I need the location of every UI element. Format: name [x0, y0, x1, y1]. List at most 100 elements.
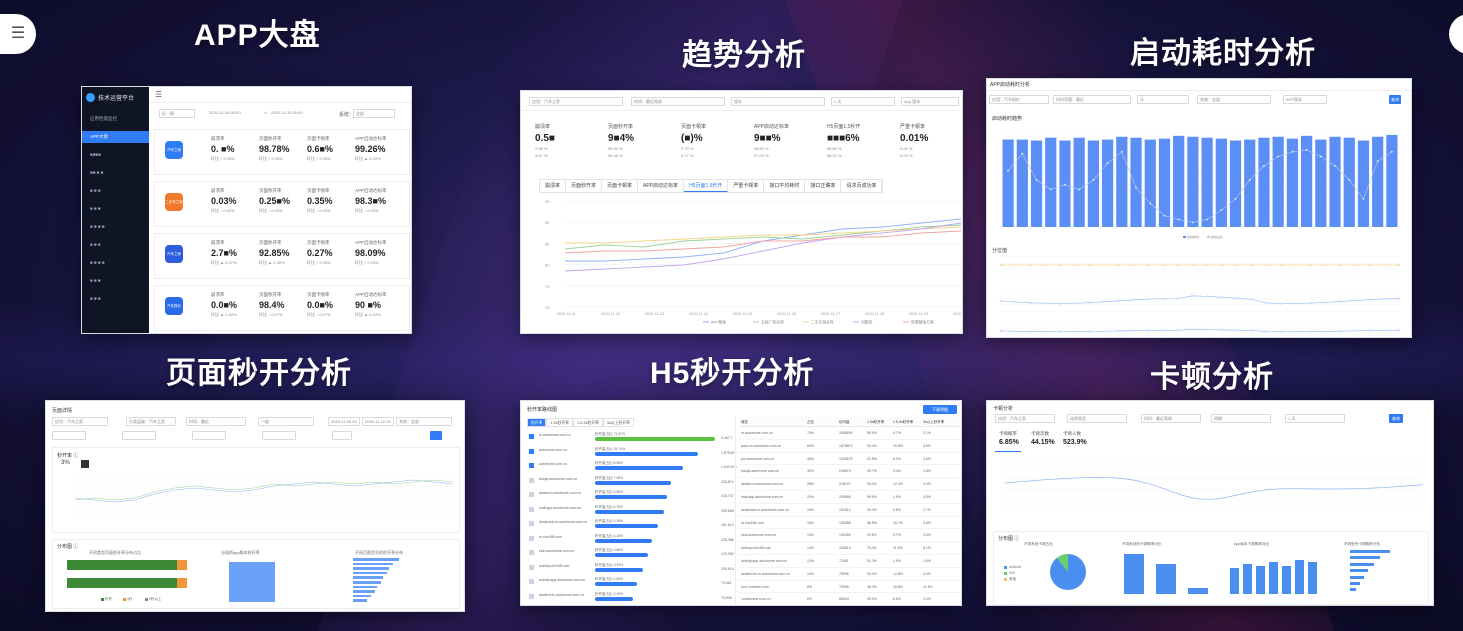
sidebar-item[interactable]: ■ ■ ■ ■ — [90, 224, 105, 229]
range-select[interactable]: 近一周 — [159, 109, 195, 118]
table-row[interactable]: activity.app.autohome.com.cn 12% 73461 91.3… — [739, 555, 961, 568]
column-header[interactable]: 1.5-3s秒开率 — [893, 420, 914, 424]
filter-select[interactable]: 时间范围：最近 — [1053, 95, 1131, 104]
metric-tab[interactable]: 请求页成功率 — [841, 180, 883, 192]
filter-select[interactable]: 应用：汽车之家 — [529, 97, 623, 106]
table-row[interactable]: pano.m.autohome.com.cn 60% 1878872 92.4% 10.… — [739, 440, 961, 453]
table-row[interactable]: dealer.b2c.m.autohome.com.cn 10% 75906 92.0… — [739, 568, 961, 581]
table-row[interactable]: dealer.m.autohome.com.cn 28% 218747 90.2% 12… — [739, 478, 961, 491]
query-button[interactable] — [430, 431, 442, 440]
app-dashboard-panel: 技术运营平台 应用性能监控 APP大盘 ■■■■ ■■ ■ ■ ■ ■ ■ ■ ■ ■ ■ … — [81, 86, 412, 334]
filter-select[interactable]: 应用：汽车报价 — [989, 95, 1049, 104]
filter-select[interactable]: 版本 — [731, 97, 825, 106]
table-row[interactable]: w.cx.mecehe.com 8% 76395 96.3% 10.8% 11.6% — [739, 581, 961, 594]
table-row[interactable]: activity.che168.com 14% 105619 76.4% 11.4% 6.… — [739, 542, 961, 555]
metric-tab[interactable]: 严重卡顿率 — [728, 180, 765, 192]
sidebar-item[interactable]: ■■ ■ ■ — [90, 170, 104, 175]
collapse-icon[interactable]: ☰ — [155, 90, 163, 99]
sidebar-item[interactable]: ■ ■ ■ — [90, 278, 101, 283]
metric-tab[interactable]: 接口平均耗时 — [764, 180, 806, 192]
download-button[interactable]: 下载明细 — [923, 405, 957, 414]
table-row[interactable]: m.che168.com 16% 128388 88.5% 10.7% 3.8% — [739, 517, 961, 530]
sidebar-item[interactable]: 应用性能监控 — [90, 116, 117, 121]
filter-select[interactable]: APP版本 — [1283, 95, 1327, 104]
table-row[interactable]: club.autohome.com.cn 15% 120350 92.8% 5.7% 3.… — [739, 529, 961, 543]
filter-select-secondary[interactable] — [52, 431, 86, 440]
metric-tab[interactable]: APP启动达标率 — [638, 180, 685, 192]
kpi-block[interactable]: 卡顿次数 44.15% — [1031, 431, 1055, 446]
end-date[interactable]: 2020-10-15 00:00 — [269, 109, 325, 118]
column-header[interactable]: 3s以上秒开率 — [923, 420, 945, 424]
table-row[interactable]: i.autohome.com.cn 6% 68304 95.0% 8.6% 2.0% — [739, 593, 961, 605]
model-bar — [353, 567, 389, 570]
menu-button[interactable]: ☰ — [0, 14, 36, 54]
sidebar-item[interactable]: ■ ■ ■ — [90, 296, 101, 301]
metric-tab[interactable]: 页面卡顿率 — [602, 180, 639, 192]
kpi-block[interactable]: 卡顿人数 523.9% — [1063, 431, 1087, 446]
filter-select[interactable]: 2020-11-06 00 — [328, 417, 360, 426]
table-cell: 105619 — [839, 546, 851, 551]
metric-tab[interactable]: 页面秒开率 — [566, 180, 603, 192]
metric-tab[interactable]: H5页面1.5秒开 — [684, 180, 729, 192]
bar — [1030, 140, 1043, 227]
app-card[interactable]: 汽车之家 崩溃率 2.7■% 环比 ▲ 0.37% 页面秒开率 92.85% 环比 ▲ 0.… — [154, 233, 410, 279]
open-rate-tab[interactable]: 1.5s秒开率 — [546, 418, 573, 427]
table-row[interactable]: baojia.autohome.com.cn 30% 226874 95.7% 3.4%… — [739, 465, 961, 479]
column-header[interactable]: 1.5s秒开率 — [867, 420, 885, 424]
filter-select[interactable]: 1 天 — [831, 97, 895, 106]
filter-select-secondary[interactable] — [262, 431, 296, 440]
sidebar-item[interactable]: ■ ■ ■ — [90, 242, 101, 247]
open-count: 105,619 — [721, 566, 734, 571]
sidebar-item[interactable]: ■■■■ — [90, 152, 101, 157]
metric-tab[interactable]: 崩溃率 — [540, 180, 567, 192]
sidebar-item[interactable]: ■ ■ ■ — [90, 206, 101, 211]
filter-select[interactable]: 应用：汽车之家 — [995, 414, 1055, 423]
filter-select[interactable]: 一级 — [258, 417, 314, 426]
open-rate-tab[interactable]: 秒开率 — [527, 418, 547, 427]
sidebar-item[interactable]: ■ ■ ■ ■ — [90, 260, 105, 265]
column-header[interactable]: 访问量 — [839, 420, 850, 424]
sidebar-item[interactable]: APP大盘 — [82, 131, 149, 143]
side-handle[interactable] — [1449, 14, 1463, 54]
table-row[interactable]: dealeradv.m.autohome.com.cn 18% 151812 90.3… — [739, 504, 961, 517]
metric-tab[interactable]: 接口正确率 — [805, 180, 842, 192]
filter-select[interactable]: 系统：全部 — [396, 417, 452, 426]
filter-select[interactable]: 周期 — [1211, 414, 1271, 423]
filter-select[interactable]: 应用：汽车之家 — [52, 417, 108, 426]
kpi-value: 98.3■% — [355, 196, 386, 206]
filter-select[interactable]: 1 天 — [1285, 414, 1345, 423]
app-card[interactable]: 二手车之家 崩溃率 0.03% 环比 ↑ 0.42% 页面秒开率 0.25■% 环比 ↑ 0… — [154, 181, 410, 227]
filter-select[interactable]: 天 — [1137, 95, 1189, 104]
bar-label: 秒开量占比 3.33% — [595, 562, 624, 567]
app-card[interactable]: 汽车报价 崩溃率 0.0■% 环比 ▲ 0.30% 页面秒开率 98.4% 环比 ↑ 0.0… — [154, 285, 410, 331]
query-button[interactable]: 查询 — [1389, 95, 1401, 104]
filter-select-secondary[interactable] — [122, 431, 156, 440]
filter-select[interactable]: 分类层级：汽车之家 — [126, 417, 176, 426]
filter-select[interactable]: 系统：全部 — [1197, 95, 1271, 104]
open-rate-tab[interactable]: 1.5-3s秒开率 — [572, 418, 603, 427]
column-header[interactable]: 占比 — [807, 420, 814, 424]
app-card[interactable]: 汽车之家 崩溃率 0. ■% 环比 ↑ 0.00% 页面秒开率 98.78% 环比 ↑ 0.… — [154, 129, 410, 175]
table-cell: pic.autohome.com.cn — [741, 456, 775, 461]
kpi-compare: 环比 ↑ 0.07% — [259, 312, 283, 317]
filter-select[interactable]: 时间：最近两周 — [1141, 414, 1201, 423]
filter-select-secondary[interactable] — [192, 431, 226, 440]
open-rate-tab[interactable]: 3s以上秒开率 — [602, 418, 634, 427]
filter-select[interactable]: 选择类型 — [1067, 414, 1127, 423]
kpi-block[interactable]: 卡顿概率 6.85% — [999, 431, 1019, 446]
filter-select-secondary[interactable] — [332, 431, 352, 440]
sidebar-item[interactable]: ■ ■ ■ — [90, 188, 101, 193]
query-button[interactable]: 查询 — [1389, 414, 1403, 423]
column-header[interactable]: 域名 — [741, 420, 748, 424]
filter-select[interactable]: App 版本 — [901, 97, 959, 106]
kpi-label: 崩溃率 — [211, 240, 225, 245]
table-row[interactable]: m.autohome.com.cn 70% 3468849 85.9% 5.7% 3.1% — [739, 427, 961, 440]
filter-select[interactable]: 时间：最近两周 — [631, 97, 725, 106]
filter-select[interactable]: 时间：最近 — [186, 417, 246, 426]
system-select[interactable]: 全部 — [353, 109, 395, 118]
page-open-panel: 页面详情 应用：汽车之家 分类层级：汽车之家 时间：最近 一级 2020-11-06 0… — [45, 400, 465, 612]
table-row[interactable]: mall.app.autohome.com.cn 20% 200658 95.5% 1.… — [739, 491, 961, 504]
table-row[interactable]: pic.autohome.com.cn 45% 1543675 91.5% 6.0% 2.… — [739, 453, 961, 466]
filter-select[interactable]: 2020-11-12 00 — [362, 417, 394, 426]
start-date[interactable]: 2020-10-08 00:00 — [207, 109, 263, 118]
